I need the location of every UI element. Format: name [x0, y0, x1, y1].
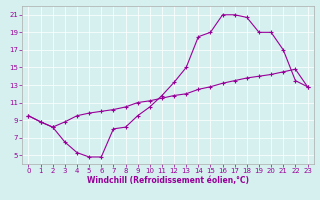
X-axis label: Windchill (Refroidissement éolien,°C): Windchill (Refroidissement éolien,°C)	[87, 176, 249, 185]
